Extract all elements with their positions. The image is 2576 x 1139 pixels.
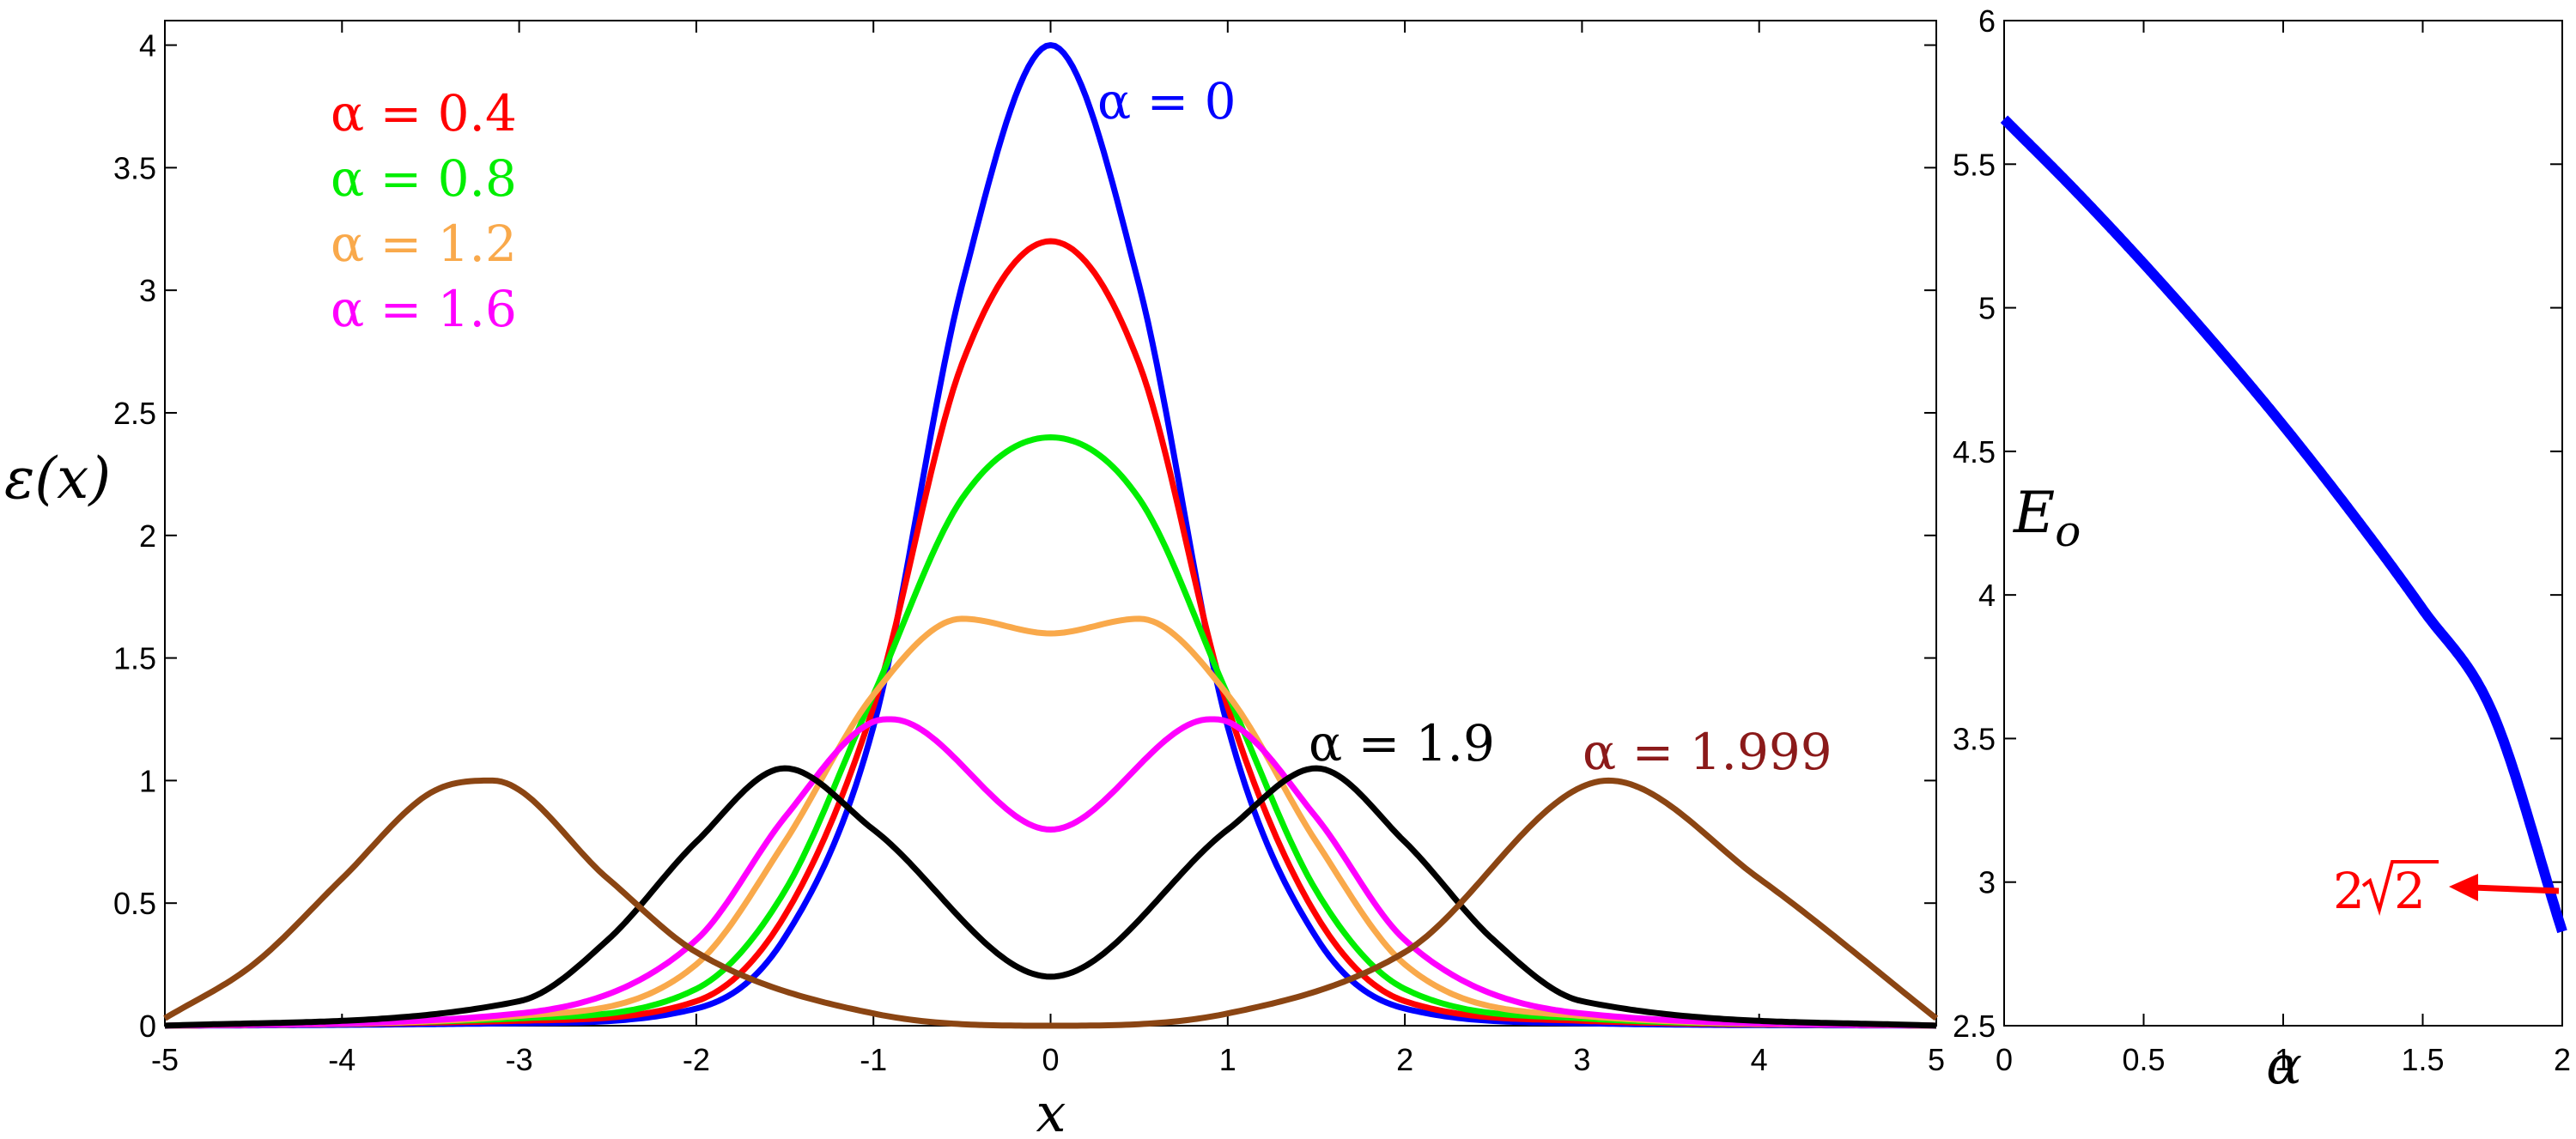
x-tick-label: -2 <box>683 1042 710 1077</box>
right-ylabel-subscript: o <box>2055 506 2081 556</box>
x-tick-label: 5 <box>1928 1042 1945 1077</box>
left-ylabel: ε(x) <box>4 445 111 512</box>
right-ylabel: Eo <box>2013 480 2081 556</box>
series-line-alpha-1.2 <box>164 615 1937 1029</box>
x-tick-label: 2 <box>2554 1042 2571 1077</box>
y-tick-label: 0.5 <box>113 886 156 921</box>
y-tick-label: 4 <box>1978 578 1996 613</box>
right-ylabel-main: E <box>2013 480 2055 546</box>
right-xlabel: α <box>2266 1033 2302 1096</box>
x-tick-label: 1 <box>1219 1042 1236 1077</box>
series-line-alpha-1.9 <box>164 765 1937 1029</box>
annotation-prefix: 2 <box>2333 862 2365 920</box>
y-tick-label: 1 <box>139 763 156 798</box>
series-line-alpha-1.999 <box>163 777 1939 1029</box>
right-plot: 0 0.5 1 1.5 2 2.5 3 3.5 4 4.5 5 5.5 6 Eo α 2 2 <box>1953 3 2571 1096</box>
x-tick-label: -5 <box>151 1042 179 1077</box>
right-plot-frame <box>2003 20 2563 1027</box>
x-tick-label: 4 <box>1751 1042 1768 1077</box>
x-tick-label: 1 <box>2275 1042 2292 1077</box>
annotation-arrow-shaft <box>2472 884 2560 894</box>
x-tick-label: -1 <box>860 1042 887 1077</box>
y-tick-label: 6 <box>1978 3 1996 39</box>
series-line <box>2000 115 2567 934</box>
y-tick-label: 5 <box>1978 291 1996 326</box>
annotation-alpha-1.999: α = 1.999 <box>1583 723 1832 781</box>
y-tick-label: 4.5 <box>1953 434 1996 470</box>
annotation-arrow-head <box>2449 874 2478 901</box>
y-tick-label: 2.5 <box>113 396 156 431</box>
annotation-alpha-1.9: α = 1.9 <box>1309 714 1495 772</box>
annotation-alpha-0: α = 0 <box>1097 72 1236 130</box>
x-tick-label: -3 <box>506 1042 533 1077</box>
annotation-radicand: 2 <box>2394 862 2426 920</box>
x-tick-label: 0 <box>1996 1042 2013 1077</box>
y-tick-label: 4 <box>139 28 156 64</box>
y-tick-label: 5.5 <box>1953 147 1996 182</box>
left-plot: -5 -4 -3 -2 -1 0 1 2 3 4 5 0 0.5 1 1.5 2 2.5 3 3.5 4 ε(x) x… <box>4 20 1945 1139</box>
annotation-alpha-0.8: α = 0.8 <box>331 149 517 208</box>
y-tick-label: 0 <box>139 1009 156 1044</box>
y-tick-label: 3 <box>139 273 156 308</box>
x-tick-label: 0 <box>1042 1042 1059 1077</box>
y-tick-label: 3.5 <box>113 150 156 185</box>
y-tick-label: 3 <box>1978 865 1996 900</box>
two-root-two-annotation: 2 2 <box>2333 860 2560 920</box>
annotation-alpha-1.6: α = 1.6 <box>331 280 517 338</box>
x-tick-label: 1.5 <box>2401 1042 2444 1077</box>
x-tick-label: -4 <box>328 1042 355 1077</box>
y-tick-label: 1.5 <box>113 641 156 676</box>
y-tick-label: 3.5 <box>1953 721 1996 756</box>
x-tick-label: 0.5 <box>2122 1042 2165 1077</box>
x-tick-label: 2 <box>1396 1042 1413 1077</box>
y-tick-label: 2.5 <box>1953 1009 1996 1044</box>
x-tick-label: 3 <box>1573 1042 1590 1077</box>
sqrt-symbol <box>2361 860 2439 917</box>
series-line-alpha-1.6 <box>164 716 1937 1029</box>
y-tick-label: 2 <box>139 518 156 554</box>
left-xlabel: x <box>1036 1081 1066 1139</box>
annotation-alpha-0.4: α = 0.4 <box>331 84 517 142</box>
annotation-alpha-1.2: α = 1.2 <box>331 215 517 273</box>
